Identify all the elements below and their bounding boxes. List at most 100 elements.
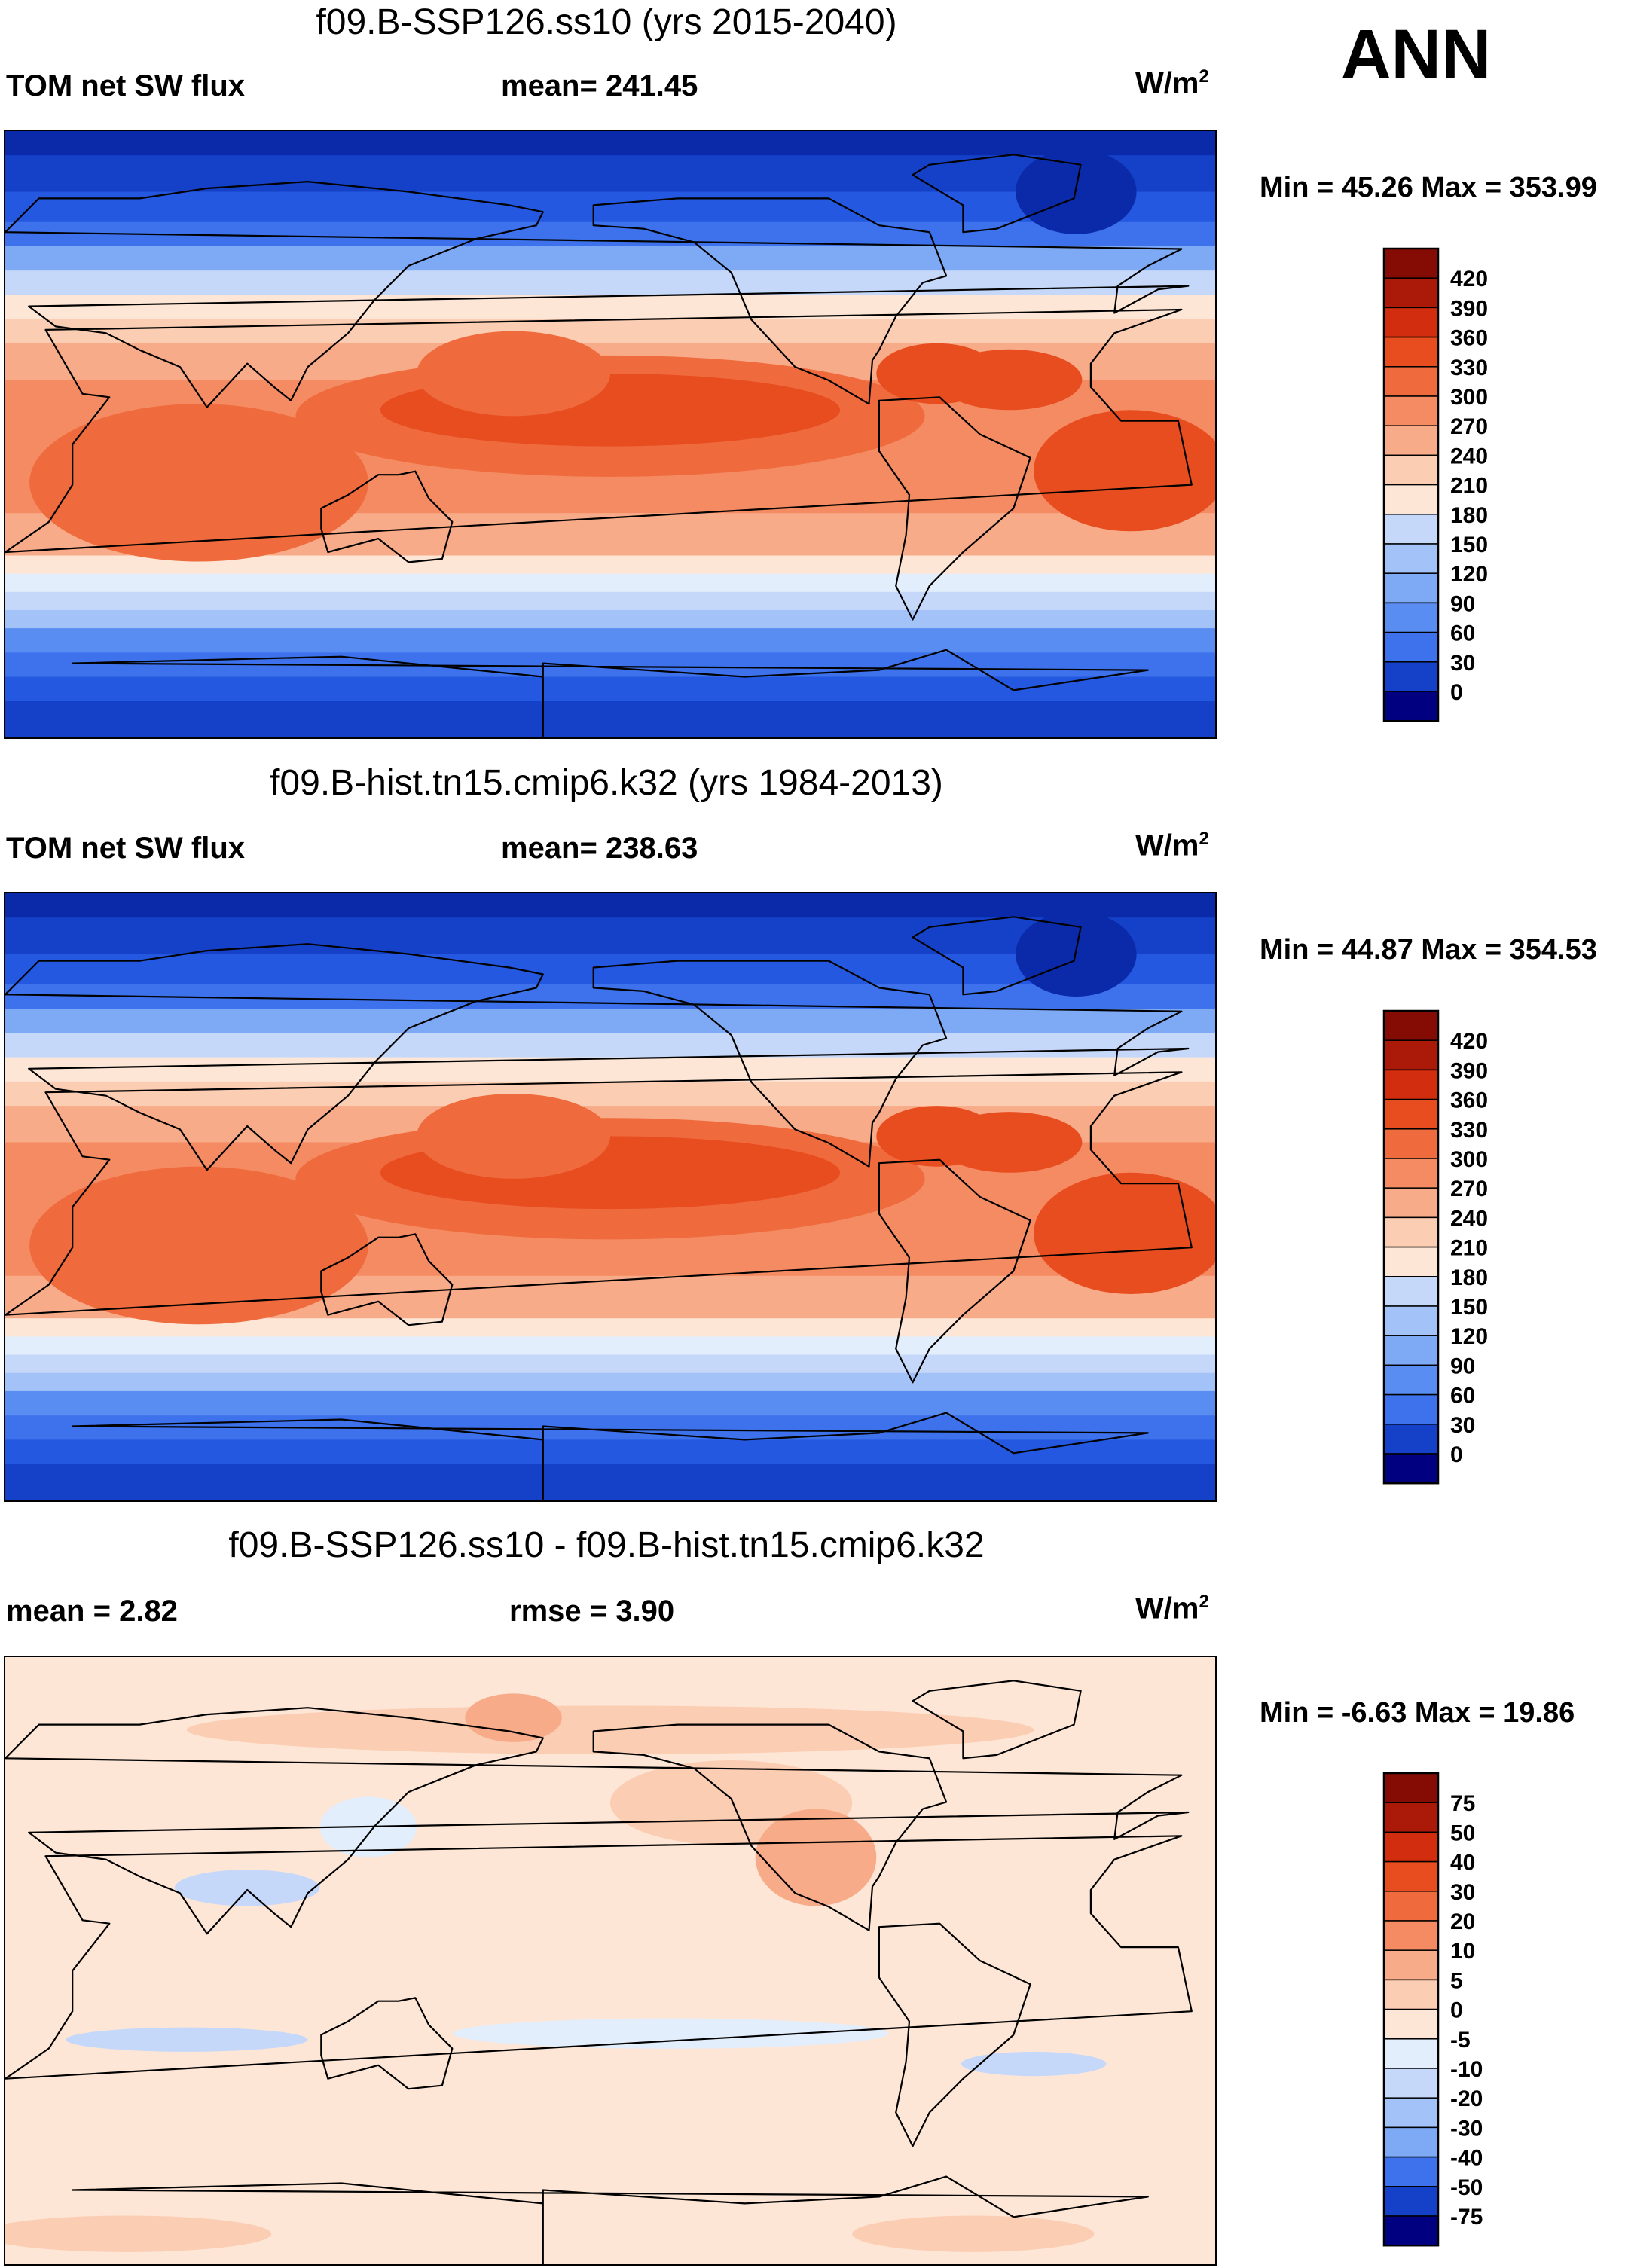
panel-3-map bbox=[4, 1656, 1217, 2266]
colorbar-tick-label: 150 bbox=[1450, 533, 1488, 557]
colorbar-tick-label: -10 bbox=[1450, 2057, 1483, 2082]
colorbar-tick-label: 150 bbox=[1450, 1295, 1488, 1320]
coastline-antarctica bbox=[72, 2175, 1149, 2264]
colorbar-tick-label: 50 bbox=[1450, 1821, 1475, 1845]
colorbar-swatch bbox=[1383, 1069, 1439, 1100]
colorbar-swatch bbox=[1383, 1364, 1439, 1396]
colorbar-swatch bbox=[1383, 307, 1439, 338]
contour-band bbox=[5, 131, 1215, 157]
colorbar-tick-label: 210 bbox=[1450, 1236, 1488, 1261]
colorbar-swatch bbox=[1383, 277, 1439, 309]
colorbar-tick-label: 0 bbox=[1450, 1442, 1463, 1467]
colorbar-tick-label: 10 bbox=[1450, 1939, 1475, 1964]
colorbar-swatch bbox=[1383, 1831, 1439, 1863]
coastline-africa bbox=[5, 1071, 1193, 1316]
coastline-greenland bbox=[912, 154, 1082, 234]
coastline-africa bbox=[5, 308, 1193, 554]
colorbar-swatch bbox=[1383, 1187, 1439, 1219]
coastline-nam bbox=[592, 960, 948, 1168]
coastline-europe_asia bbox=[5, 943, 1190, 1171]
contour-blob bbox=[936, 349, 1083, 411]
colorbar-swatch bbox=[1383, 484, 1439, 515]
colorbar-tick-label: 180 bbox=[1450, 1265, 1488, 1290]
panel-2-minmax: Min = 44.87 Max = 354.53 bbox=[1260, 934, 1597, 966]
colorbar-swatch bbox=[1383, 2126, 1439, 2158]
colorbar-tick-label: 60 bbox=[1450, 1384, 1475, 1409]
colorbar-tick-label: -50 bbox=[1450, 2175, 1483, 2200]
contour-band bbox=[5, 270, 1215, 296]
colorbar-tick-label: 30 bbox=[1450, 651, 1475, 676]
panel-3-map-svg bbox=[5, 1657, 1215, 2264]
colorbar-tick-label: -5 bbox=[1450, 2028, 1471, 2053]
colorbar-tick-label: 120 bbox=[1450, 1324, 1488, 1349]
colorbar-tick-label: 270 bbox=[1450, 1177, 1488, 1201]
contour-band bbox=[5, 628, 1215, 654]
panel-2-map-svg bbox=[5, 893, 1215, 1500]
colorbar-tick-label: 240 bbox=[1450, 1206, 1488, 1231]
colorbar-swatch bbox=[1383, 1098, 1439, 1130]
colorbar-tick-label: 120 bbox=[1450, 562, 1488, 587]
colorbar-swatch bbox=[1383, 1424, 1439, 1455]
colorbar-swatch bbox=[1383, 602, 1439, 633]
coastline-nam bbox=[592, 197, 948, 405]
colorbar-tick-label: 390 bbox=[1450, 296, 1488, 321]
colorbar-tick-label: 420 bbox=[1450, 267, 1488, 292]
colorbar-swatch bbox=[1383, 1891, 1439, 1922]
contour-blob bbox=[852, 2215, 1095, 2252]
contour-band bbox=[5, 1657, 1215, 2264]
contour-band bbox=[5, 609, 1215, 630]
colorbar-tick-label: -20 bbox=[1450, 2086, 1483, 2111]
colorbar-tick-label: 300 bbox=[1450, 1147, 1488, 1172]
colorbar-tick-label: 420 bbox=[1450, 1029, 1488, 1054]
colorbar-tick-label: -30 bbox=[1450, 2116, 1483, 2141]
colorbar-swatch bbox=[1383, 1979, 1439, 2010]
colorbar-swatch bbox=[1383, 2097, 1439, 2129]
panel-2-map bbox=[4, 892, 1217, 1502]
coastline-australia bbox=[320, 470, 454, 563]
panel-1-minmax: Min = 45.26 Max = 353.99 bbox=[1260, 172, 1597, 203]
colorbar-swatch bbox=[1383, 366, 1439, 397]
colorbar-swatch bbox=[1383, 1305, 1439, 1336]
contour-blob bbox=[417, 1093, 610, 1179]
colorbar-swatch bbox=[1383, 572, 1439, 604]
contour-blob bbox=[961, 2051, 1107, 2077]
contour-band bbox=[5, 701, 1215, 737]
colorbar-tick-label: 210 bbox=[1450, 474, 1488, 499]
contour-band bbox=[5, 1415, 1215, 1441]
colorbar-tick-label: 0 bbox=[1450, 680, 1463, 705]
colorbar-tick-label: 5 bbox=[1450, 1968, 1463, 1993]
contour-band bbox=[5, 954, 1215, 985]
contour-blob bbox=[465, 1693, 562, 1742]
colorbar-swatch bbox=[1383, 248, 1439, 279]
colorbar-tick-label: 240 bbox=[1450, 444, 1488, 469]
colorbar-tick-label: 0 bbox=[1450, 1998, 1463, 2023]
contour-blob bbox=[29, 404, 368, 562]
coastline-europe_asia bbox=[5, 180, 1190, 408]
contour-band bbox=[5, 319, 1215, 344]
contour-band bbox=[5, 591, 1215, 611]
contour-blob bbox=[936, 1112, 1083, 1173]
contour-band bbox=[5, 1033, 1215, 1058]
coastline-antarctica bbox=[72, 649, 1149, 737]
season-label: ANN bbox=[1341, 16, 1492, 93]
colorbar-swatch bbox=[1383, 1128, 1439, 1159]
colorbar-tick-label: 330 bbox=[1450, 1118, 1488, 1143]
contour-band bbox=[5, 573, 1215, 593]
colorbar-swatch bbox=[1383, 1335, 1439, 1366]
colorbar-tick-label: 40 bbox=[1450, 1851, 1475, 1876]
colorbar-swatch bbox=[1383, 1010, 1439, 1041]
panel-1-title: f09.B-SSP126.ss10 (yrs 2015-2040) bbox=[316, 2, 897, 42]
contour-blob bbox=[417, 331, 610, 417]
contour-band bbox=[5, 191, 1215, 223]
colorbar-tick-label: 20 bbox=[1450, 1909, 1475, 1934]
contour-band bbox=[5, 1439, 1215, 1465]
coastline-greenland bbox=[912, 1680, 1082, 1760]
colorbar-swatch bbox=[1383, 2156, 1439, 2187]
colorbar-swatch bbox=[1383, 2186, 1439, 2217]
panel-3-title: f09.B-SSP126.ss10 - f09.B-hist.tn15.cmip… bbox=[228, 1525, 985, 1565]
panel-2-units: W/m2 bbox=[1135, 829, 1209, 862]
panel-3-units: W/m2 bbox=[1135, 1592, 1209, 1625]
colorbar-swatch bbox=[1383, 1920, 1439, 1951]
